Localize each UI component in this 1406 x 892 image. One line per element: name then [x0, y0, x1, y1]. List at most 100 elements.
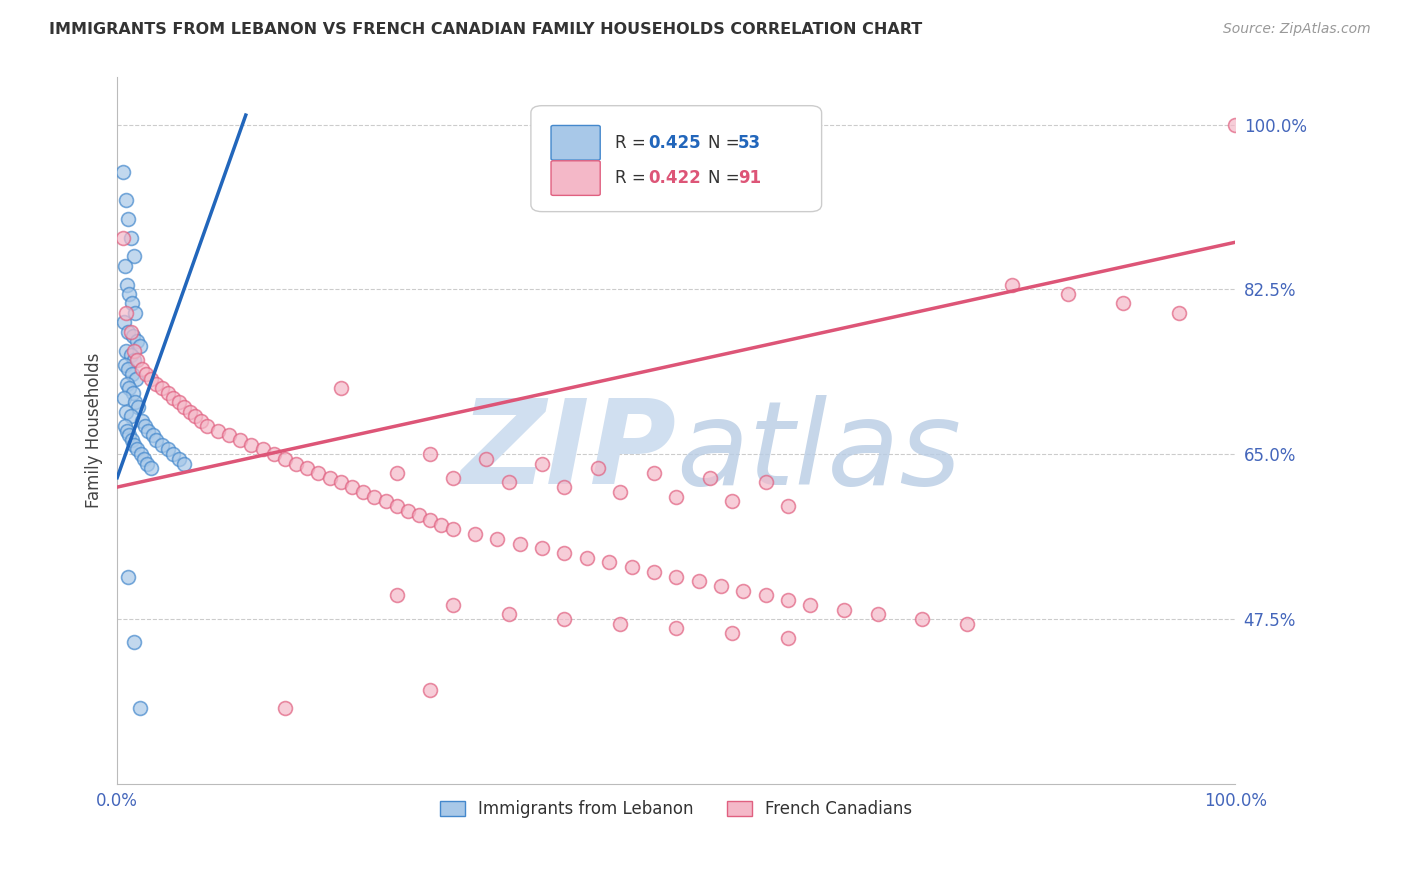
- Text: Source: ZipAtlas.com: Source: ZipAtlas.com: [1223, 22, 1371, 37]
- Point: [128, 701, 150, 715]
- Point: [124, 306, 146, 320]
- Point: [150, 381, 173, 395]
- Point: [121, 433, 143, 447]
- Point: [1112, 296, 1135, 310]
- Point: [184, 409, 207, 424]
- Point: [122, 249, 145, 263]
- Point: [190, 414, 212, 428]
- Point: [374, 494, 396, 508]
- Point: [553, 612, 575, 626]
- Point: [229, 433, 252, 447]
- Point: [145, 433, 167, 447]
- Point: [486, 532, 509, 546]
- Point: [755, 475, 778, 490]
- Point: [139, 461, 162, 475]
- Point: [167, 451, 190, 466]
- Point: [112, 391, 135, 405]
- Point: [553, 546, 575, 560]
- Point: [117, 362, 139, 376]
- Point: [598, 556, 620, 570]
- Text: 91: 91: [738, 169, 761, 187]
- Point: [297, 461, 319, 475]
- Point: [307, 466, 329, 480]
- Point: [127, 400, 149, 414]
- Point: [132, 451, 155, 466]
- Point: [131, 362, 153, 376]
- FancyBboxPatch shape: [551, 126, 600, 160]
- Text: 0.425: 0.425: [648, 134, 702, 153]
- Point: [115, 343, 138, 358]
- Point: [699, 471, 721, 485]
- Point: [643, 565, 665, 579]
- Point: [575, 550, 598, 565]
- Point: [173, 457, 195, 471]
- Text: N =: N =: [707, 134, 744, 153]
- Point: [134, 418, 156, 433]
- Point: [122, 343, 145, 358]
- Point: [385, 588, 408, 602]
- Text: IMMIGRANTS FROM LEBANON VS FRENCH CANADIAN FAMILY HOUSEHOLDS CORRELATION CHART: IMMIGRANTS FROM LEBANON VS FRENCH CANADI…: [49, 22, 922, 37]
- Point: [120, 409, 142, 424]
- Point: [509, 536, 531, 550]
- Point: [131, 414, 153, 428]
- Point: [117, 277, 139, 292]
- Point: [441, 471, 464, 485]
- Point: [419, 513, 441, 527]
- Point: [263, 447, 285, 461]
- Point: [156, 442, 179, 457]
- Point: [553, 480, 575, 494]
- Point: [117, 569, 139, 583]
- Point: [111, 230, 134, 244]
- Point: [643, 466, 665, 480]
- Point: [120, 230, 142, 244]
- Point: [665, 621, 688, 635]
- Point: [114, 358, 136, 372]
- Point: [721, 626, 744, 640]
- Point: [911, 612, 934, 626]
- Point: [832, 602, 855, 616]
- Point: [121, 385, 143, 400]
- Point: [721, 494, 744, 508]
- FancyBboxPatch shape: [531, 105, 821, 211]
- Point: [755, 588, 778, 602]
- Point: [1001, 277, 1024, 292]
- Point: [710, 579, 733, 593]
- FancyBboxPatch shape: [551, 161, 600, 195]
- Point: [127, 442, 149, 457]
- Point: [1225, 118, 1247, 132]
- Y-axis label: Family Households: Family Households: [86, 353, 103, 508]
- Point: [114, 259, 136, 273]
- Point: [776, 499, 799, 513]
- Point: [340, 480, 363, 494]
- Point: [218, 428, 240, 442]
- Text: 0.422: 0.422: [648, 169, 702, 187]
- Text: R =: R =: [614, 134, 651, 153]
- Point: [139, 372, 162, 386]
- Point: [179, 405, 201, 419]
- Point: [464, 527, 486, 541]
- Point: [162, 391, 184, 405]
- Point: [274, 701, 297, 715]
- Point: [118, 287, 141, 301]
- Point: [609, 616, 631, 631]
- Point: [318, 471, 340, 485]
- Point: [156, 385, 179, 400]
- Point: [127, 353, 149, 368]
- Point: [385, 499, 408, 513]
- Point: [1056, 287, 1078, 301]
- Point: [117, 424, 139, 438]
- Point: [173, 400, 195, 414]
- Point: [363, 490, 385, 504]
- Point: [620, 560, 643, 574]
- Point: [122, 438, 145, 452]
- Point: [1168, 306, 1191, 320]
- Point: [531, 541, 554, 556]
- Point: [115, 306, 138, 320]
- Point: [127, 334, 149, 348]
- Point: [733, 583, 755, 598]
- Point: [609, 484, 631, 499]
- Point: [396, 503, 419, 517]
- Point: [274, 451, 297, 466]
- Point: [112, 315, 135, 329]
- Point: [117, 211, 139, 226]
